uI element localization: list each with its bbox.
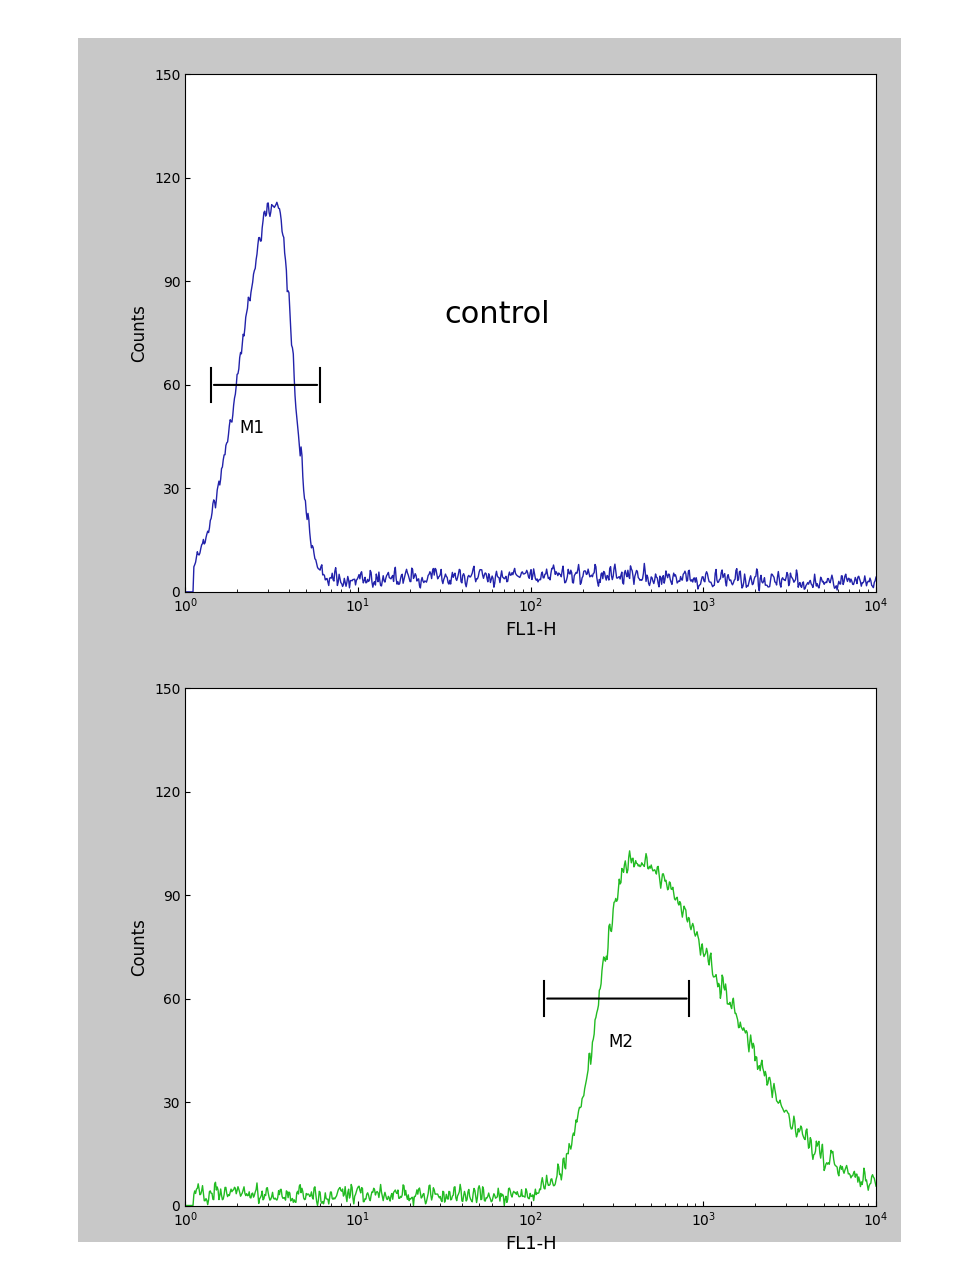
X-axis label: FL1-H: FL1-H bbox=[505, 621, 556, 639]
Text: control: control bbox=[444, 300, 550, 329]
Y-axis label: Counts: Counts bbox=[130, 918, 149, 975]
X-axis label: FL1-H: FL1-H bbox=[505, 1234, 556, 1253]
Text: M2: M2 bbox=[607, 1033, 632, 1051]
Text: M1: M1 bbox=[239, 420, 264, 438]
Y-axis label: Counts: Counts bbox=[130, 305, 149, 362]
